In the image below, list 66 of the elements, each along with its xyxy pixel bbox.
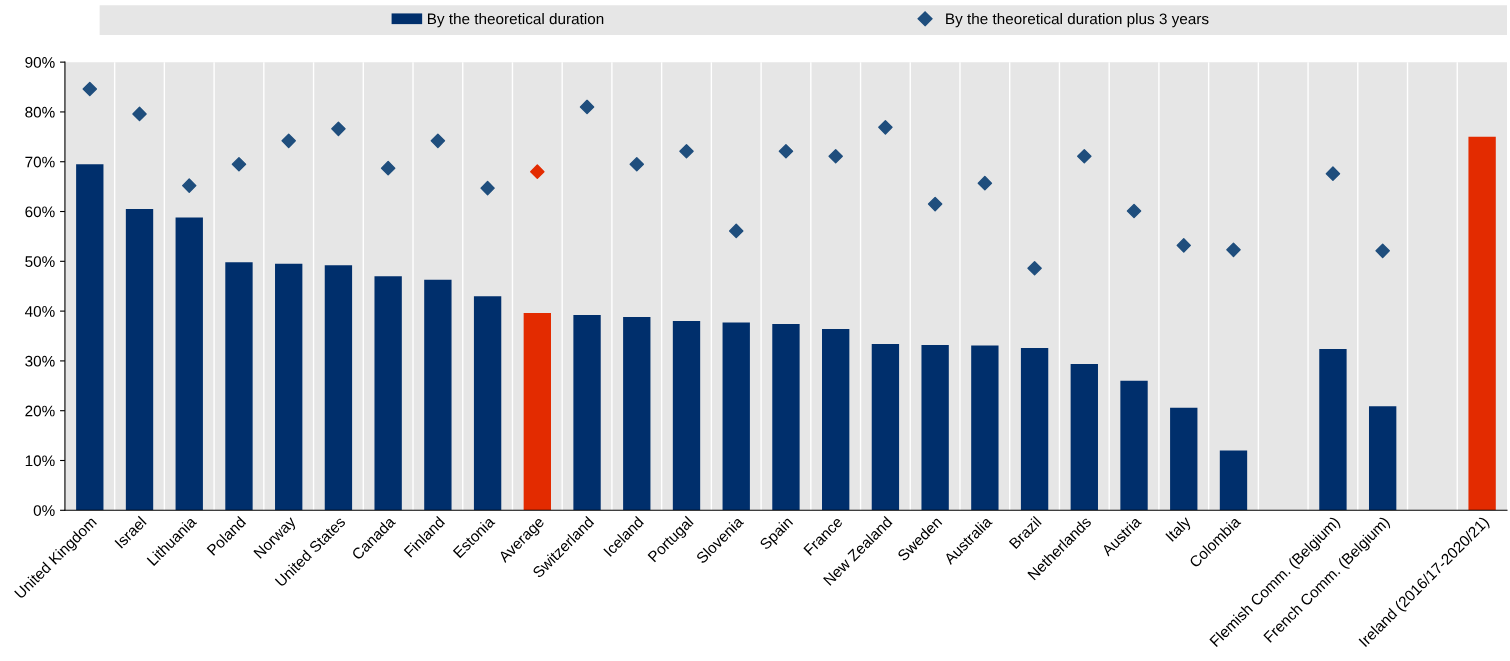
bar bbox=[672, 321, 701, 511]
point bbox=[629, 156, 645, 172]
bar bbox=[772, 324, 800, 511]
y-tick-label: 30% bbox=[25, 355, 55, 367]
point bbox=[430, 133, 446, 149]
bar bbox=[374, 276, 402, 511]
point bbox=[530, 164, 545, 179]
bar bbox=[1219, 450, 1248, 511]
bar bbox=[623, 317, 651, 511]
point bbox=[1325, 166, 1341, 181]
bar bbox=[175, 217, 203, 511]
bar bbox=[1070, 363, 1098, 511]
point bbox=[480, 180, 495, 196]
bar bbox=[424, 279, 452, 511]
bar bbox=[1468, 136, 1496, 511]
bar bbox=[822, 329, 850, 511]
bar bbox=[722, 322, 750, 511]
bar bbox=[921, 344, 949, 511]
point bbox=[977, 175, 993, 191]
point bbox=[231, 156, 247, 172]
point bbox=[82, 81, 98, 97]
y-tick-label: 40% bbox=[24, 305, 55, 317]
bar bbox=[1368, 406, 1397, 511]
point bbox=[132, 106, 147, 122]
legend-label: By the theoretical duration bbox=[427, 13, 604, 28]
point bbox=[1027, 261, 1042, 276]
point bbox=[927, 196, 943, 212]
bar bbox=[871, 343, 900, 511]
bar bbox=[125, 209, 154, 511]
point bbox=[1077, 148, 1092, 164]
y-tick-label: 90% bbox=[25, 57, 55, 68]
point bbox=[778, 143, 794, 159]
y-tick-label: 10% bbox=[25, 455, 55, 467]
point bbox=[331, 121, 346, 137]
legend-label: By the theoretical duration plus 3 years bbox=[946, 13, 1209, 28]
bar bbox=[225, 262, 253, 511]
bar bbox=[1020, 347, 1049, 511]
point bbox=[579, 99, 595, 115]
y-tick-label: 60% bbox=[25, 206, 55, 218]
y-tick-label: 80% bbox=[25, 106, 55, 118]
point bbox=[828, 148, 843, 164]
bar bbox=[1120, 380, 1148, 511]
y-tick-label: 20% bbox=[25, 405, 55, 417]
point bbox=[380, 160, 396, 176]
y-tick-label: 0% bbox=[33, 505, 55, 516]
point bbox=[181, 178, 197, 193]
point bbox=[1226, 242, 1241, 258]
point bbox=[1375, 243, 1390, 259]
bar bbox=[324, 265, 353, 511]
bar bbox=[1170, 407, 1198, 511]
point bbox=[281, 133, 296, 149]
bar bbox=[1319, 348, 1347, 511]
point bbox=[728, 223, 744, 239]
bar bbox=[275, 263, 303, 511]
y-tick-label: 50% bbox=[25, 256, 55, 267]
bar bbox=[573, 315, 601, 511]
bar bbox=[473, 296, 502, 511]
bar bbox=[971, 345, 999, 511]
point bbox=[1126, 203, 1142, 219]
y-tick-label: 70% bbox=[25, 156, 55, 168]
bar bbox=[76, 164, 104, 511]
point bbox=[1176, 238, 1192, 253]
x-tick-label: Italy bbox=[1164, 515, 1194, 545]
bar bbox=[523, 313, 551, 511]
point bbox=[878, 120, 893, 135]
point bbox=[679, 143, 694, 159]
